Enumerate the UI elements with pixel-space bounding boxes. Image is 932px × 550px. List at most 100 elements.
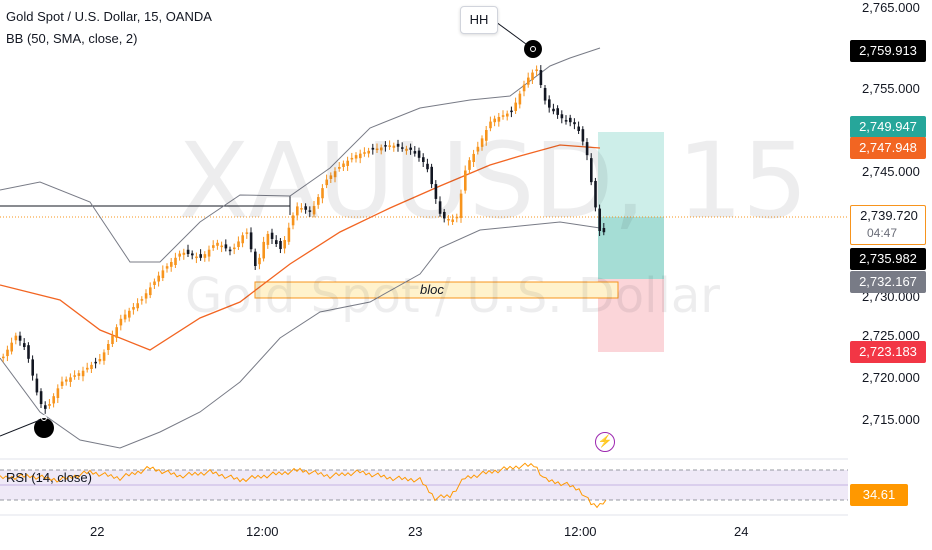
main-chart[interactable]	[0, 0, 848, 516]
candle	[325, 179, 328, 186]
candle	[254, 251, 257, 266]
candle	[56, 388, 60, 398]
candle	[598, 208, 601, 231]
candle	[350, 157, 354, 160]
hh-callout[interactable]: HH	[460, 6, 498, 34]
candle	[220, 245, 223, 248]
candle	[489, 121, 492, 129]
candle	[464, 170, 467, 191]
bb-basis-price-tag: 2,747.948	[850, 137, 926, 159]
candle	[438, 201, 442, 214]
candle	[123, 314, 127, 320]
candle	[60, 381, 64, 386]
candle	[585, 142, 589, 156]
candle	[157, 275, 160, 282]
candle	[270, 232, 274, 239]
candle	[472, 153, 475, 162]
candle	[39, 391, 43, 405]
candle	[249, 232, 253, 250]
candle	[485, 130, 488, 141]
bloc-label[interactable]: bloc	[420, 282, 444, 297]
candle	[447, 218, 450, 221]
candle	[161, 270, 165, 279]
hh-callout-line	[495, 21, 527, 45]
candle	[216, 242, 219, 246]
bb-lower-band	[0, 221, 601, 449]
candle	[581, 129, 585, 142]
candle	[296, 206, 299, 216]
candle	[514, 102, 517, 111]
candle	[329, 175, 333, 179]
candle	[81, 370, 85, 377]
time-label: 12:00	[564, 524, 597, 539]
candle	[451, 219, 454, 222]
candle	[338, 167, 341, 169]
candle	[363, 152, 366, 154]
candle	[94, 361, 97, 364]
candle	[199, 254, 202, 258]
candle	[459, 193, 463, 218]
lightning-icon[interactable]: ⚡	[595, 432, 615, 452]
candle	[73, 375, 76, 377]
time-label: 23	[408, 524, 423, 539]
candle	[23, 343, 26, 347]
candle	[552, 108, 555, 112]
candle	[493, 118, 496, 123]
rsi-value-tag: 34.61	[850, 484, 908, 506]
bar-countdown: 04:47	[866, 226, 898, 240]
candle	[497, 116, 501, 122]
time-scale[interactable]: 22 12:00 23 12:00 24	[0, 516, 932, 550]
candle	[602, 228, 606, 233]
candle	[539, 70, 543, 86]
hh-pivot-dot	[530, 46, 536, 52]
candle	[279, 241, 282, 250]
time-label: 24	[734, 524, 749, 539]
time-label: 22	[90, 524, 105, 539]
low-pivot-dot	[41, 415, 47, 421]
target-price-tag: 2,749.947	[850, 116, 926, 138]
candle	[430, 166, 433, 185]
candle	[128, 310, 131, 318]
candle	[522, 84, 526, 92]
candle	[380, 147, 383, 151]
candle	[44, 405, 47, 409]
candle	[203, 254, 207, 258]
candle	[359, 153, 362, 159]
candle	[384, 145, 387, 147]
target-zone	[598, 132, 664, 217]
current-price-tag: 2,739.720 04:47	[850, 205, 926, 245]
rsi-legend[interactable]: RSI (14, close)	[6, 470, 92, 485]
candle	[2, 356, 5, 359]
candle	[354, 155, 358, 159]
candle	[224, 244, 228, 249]
candle	[266, 233, 270, 245]
price-tick: 2,755.000	[862, 81, 920, 96]
candle	[543, 88, 547, 101]
candle	[132, 307, 135, 310]
candle	[569, 117, 572, 123]
candle	[98, 358, 102, 362]
candle	[480, 138, 484, 147]
candle	[434, 184, 438, 199]
candle	[409, 147, 412, 150]
candle	[52, 396, 55, 404]
candle	[18, 335, 22, 341]
candle	[510, 110, 513, 113]
candle	[291, 215, 295, 226]
candle	[35, 378, 39, 393]
price-tick: 2,720.000	[862, 370, 920, 385]
candle	[476, 146, 480, 152]
candle	[422, 157, 425, 162]
time-label: 12:00	[246, 524, 279, 539]
symbol-legend[interactable]: Gold Spot / U.S. Dollar, 15, OANDA	[6, 9, 212, 24]
candle	[241, 235, 244, 244]
candle	[65, 379, 68, 382]
watermark-description: Gold Spot / U.S. Dollar	[185, 268, 720, 324]
candle	[531, 72, 534, 80]
bb-basis-line	[0, 144, 601, 351]
candle	[333, 171, 337, 178]
candle	[258, 257, 261, 265]
low-pivot-marker	[34, 418, 54, 438]
current-price-value: 2,739.720	[860, 208, 918, 223]
bb-indicator-legend[interactable]: BB (50, SMA, close, 2)	[6, 31, 138, 46]
